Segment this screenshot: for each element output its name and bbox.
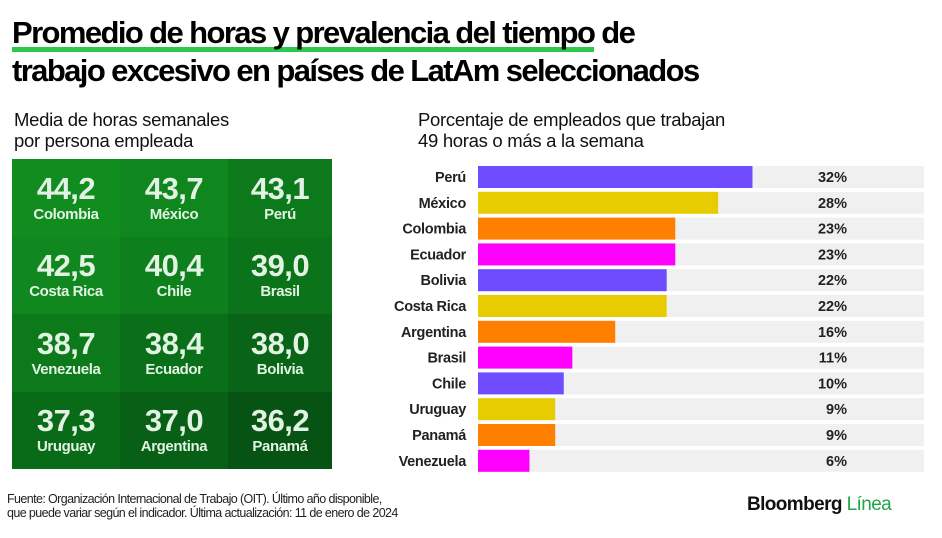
category-label: Panamá	[412, 428, 467, 444]
hours-tile: 37,0 Argentina	[120, 391, 228, 469]
tile-country: Brasil	[260, 283, 300, 301]
footnote-line-2: que puede variar según el indicador. Últ…	[7, 506, 398, 520]
bar	[478, 243, 676, 266]
right-subtitle: Porcentaje de empleados que trabajan 49 …	[418, 109, 725, 151]
title-rest: de	[594, 15, 636, 50]
tile-value: 42,5	[36, 248, 96, 284]
tile-value: 38,7	[36, 325, 96, 361]
tile-country: Argentina	[140, 438, 208, 456]
tile-value: 36,2	[250, 403, 310, 439]
tile-country: Chile	[156, 283, 192, 301]
value-label: 23%	[818, 222, 847, 238]
brand-accent: Línea	[846, 494, 892, 515]
tile-value: 43,7	[144, 170, 204, 206]
bar	[478, 346, 573, 369]
hours-tile: 37,3 Uruguay	[12, 391, 120, 469]
hours-tile: 44,2 Colombia	[12, 159, 120, 237]
value-label: 32%	[818, 170, 847, 186]
category-label: Brasil	[428, 351, 467, 367]
category-label: Colombia	[402, 222, 467, 238]
hours-tile: 39,0 Brasil	[228, 236, 332, 314]
tile-value: 39,0	[250, 248, 310, 284]
value-label: 22%	[818, 273, 847, 289]
title-line-1: Promedio de horas y prevalencia del tiem…	[12, 14, 699, 52]
value-label: 11%	[819, 351, 847, 367]
bar-track	[478, 372, 924, 395]
brand-name: Bloomberg	[747, 494, 842, 515]
left-subtitle: Media de horas semanales por persona emp…	[14, 109, 229, 151]
bar-track	[478, 449, 924, 472]
hours-tile: 36,2 Panamá	[228, 391, 332, 469]
category-label: Perú	[435, 170, 466, 186]
tile-country: Perú	[264, 205, 296, 223]
bar	[478, 398, 556, 421]
right-subtitle-line-2: 49 horas o más a la semana	[418, 130, 644, 151]
bar	[478, 217, 676, 240]
value-label: 28%	[818, 196, 847, 212]
bar	[478, 320, 616, 343]
tile-country: Colombia	[33, 205, 99, 223]
left-subtitle-line-1: Media de horas semanales	[14, 109, 229, 130]
bar-track	[478, 398, 924, 421]
bar	[478, 295, 667, 317]
hours-tile: 38,7 Venezuela	[12, 314, 120, 392]
hours-tile: 40,4 Chile	[120, 236, 228, 314]
category-label: Ecuador	[410, 247, 467, 263]
tile-country: Ecuador	[145, 360, 203, 378]
tile-value: 44,2	[36, 170, 96, 206]
tile-value: 43,1	[250, 170, 310, 206]
tile-country: Uruguay	[36, 438, 96, 456]
category-label: Costa Rica	[394, 299, 467, 315]
hours-tile: 43,7 México	[120, 159, 228, 237]
bar	[478, 269, 667, 292]
category-label: Chile	[432, 376, 466, 392]
value-label: 16%	[818, 325, 847, 341]
value-label: 22%	[818, 299, 847, 315]
tile-value: 40,4	[144, 248, 204, 284]
footnote-line-1: Fuente: Organización Internacional de Tr…	[7, 492, 382, 506]
right-subtitle-line-1: Porcentaje de empleados que trabajan	[418, 109, 726, 130]
category-label: Venezuela	[399, 454, 468, 470]
bar	[478, 166, 753, 188]
value-label: 6%	[826, 454, 847, 470]
bar-track	[478, 424, 924, 446]
hours-tile: 38,4 Ecuador	[120, 314, 228, 392]
tile-country: Bolivia	[256, 360, 304, 378]
tile-country: Panamá	[252, 438, 308, 456]
category-label: Bolivia	[421, 273, 468, 289]
category-label: Uruguay	[409, 402, 466, 418]
chart-title: Promedio de horas y prevalencia del tiem…	[12, 14, 700, 90]
bar	[478, 449, 530, 472]
value-label: 10%	[818, 376, 847, 392]
tile-value: 38,4	[144, 325, 204, 361]
category-label: México	[419, 196, 467, 212]
value-label: 9%	[826, 428, 847, 444]
title-line-2: trabajo excesivo en países de LatAm sele…	[12, 53, 700, 88]
tile-value: 37,3	[36, 403, 96, 439]
bar-track	[478, 346, 924, 369]
tile-value: 38,0	[250, 325, 310, 361]
source-footnote: Fuente: Organización Internacional de Tr…	[7, 492, 398, 520]
tile-country: Costa Rica	[29, 283, 103, 301]
bar	[478, 191, 719, 214]
category-label: Argentina	[401, 325, 467, 341]
title-highlight: Promedio de horas y prevalencia del tiem…	[12, 15, 596, 52]
bar	[478, 372, 564, 395]
hours-tile-grid: 44,2 Colombia 43,7 México 43,1 Perú 42,5 Costa …	[12, 159, 332, 469]
hours-tile: 43,1 Perú	[228, 159, 332, 237]
value-label: 9%	[826, 402, 847, 418]
left-subtitle-line-2: por persona empleada	[14, 130, 194, 151]
tile-country: Venezuela	[31, 360, 101, 378]
hours-tile: 38,0 Bolivia	[228, 314, 332, 392]
tile-value: 37,0	[144, 403, 204, 439]
bar	[478, 424, 556, 446]
tile-country: México	[149, 205, 199, 223]
value-label: 23%	[818, 247, 847, 263]
brand-logo: Bloomberg Línea	[747, 494, 892, 516]
hours-tile: 42,5 Costa Rica	[12, 236, 120, 314]
